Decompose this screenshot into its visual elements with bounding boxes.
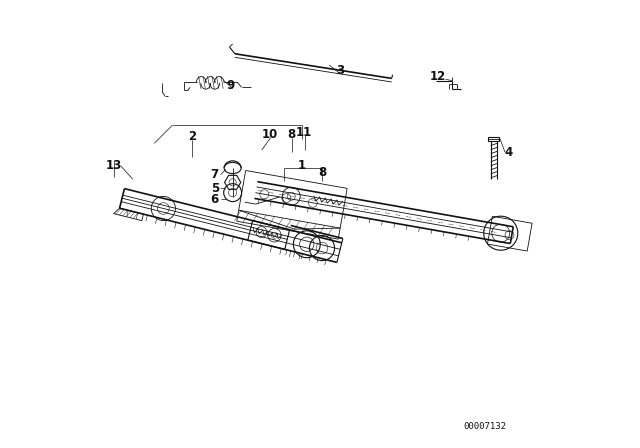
Text: 3: 3 — [336, 64, 344, 77]
Text: 8: 8 — [287, 128, 295, 141]
Text: 10: 10 — [262, 128, 278, 141]
Text: 13: 13 — [106, 159, 122, 172]
Text: 7: 7 — [211, 168, 219, 181]
Text: 12: 12 — [429, 69, 445, 83]
Text: 00007132: 00007132 — [463, 422, 506, 431]
Text: 9: 9 — [227, 78, 234, 92]
Text: 4: 4 — [504, 146, 512, 159]
Text: 11: 11 — [295, 125, 312, 139]
Text: 1: 1 — [298, 159, 306, 172]
Text: 6: 6 — [211, 193, 219, 206]
Text: 5: 5 — [211, 181, 219, 195]
Text: 2: 2 — [188, 130, 196, 143]
Text: 8: 8 — [318, 166, 326, 179]
